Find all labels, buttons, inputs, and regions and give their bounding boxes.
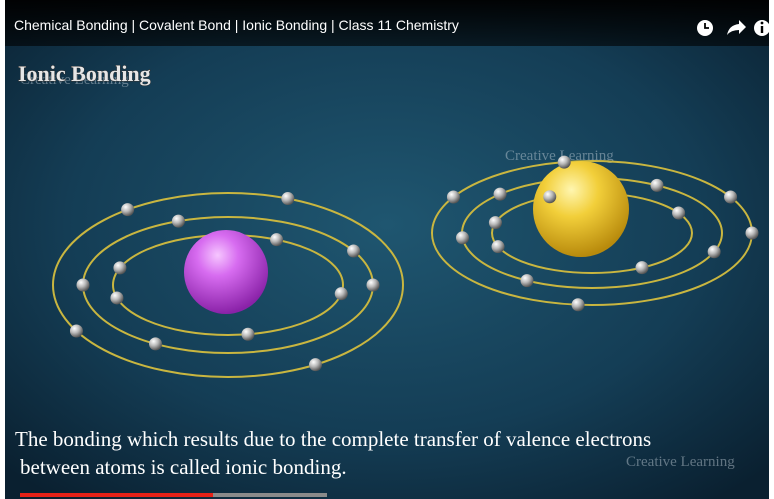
progress-bar[interactable]: [20, 493, 213, 497]
electron: [110, 291, 123, 304]
electron: [521, 274, 534, 287]
electron: [113, 261, 126, 274]
electron: [121, 203, 134, 216]
electron: [77, 279, 90, 292]
electron: [172, 215, 185, 228]
video-frame: Chemical Bonding | Covalent Bond | Ionic…: [0, 0, 774, 499]
electron: [241, 328, 254, 341]
electron: [672, 207, 685, 220]
electron: [447, 191, 460, 204]
electron: [558, 156, 571, 169]
electron: [636, 261, 649, 274]
video-title[interactable]: Chemical Bonding | Covalent Bond | Ionic…: [14, 17, 459, 33]
electron: [708, 245, 721, 258]
electron: [494, 188, 507, 201]
electron: [489, 216, 502, 229]
watermark: Creative Learning: [626, 454, 735, 470]
electron: [651, 179, 664, 192]
electron: [70, 325, 83, 338]
electron: [456, 231, 469, 244]
info-icon[interactable]: [754, 20, 770, 36]
electron: [572, 298, 585, 311]
electron: [335, 287, 348, 300]
electron: [367, 279, 380, 292]
video-player[interactable]: Chemical Bonding | Covalent Bond | Ionic…: [0, 0, 774, 499]
electron: [543, 190, 556, 203]
overlay-title: Ionic Bonding: [18, 61, 151, 86]
nucleus: [533, 161, 629, 257]
electron: [492, 240, 505, 253]
electron: [309, 358, 322, 371]
nucleus: [184, 230, 268, 314]
clock-icon[interactable]: [697, 20, 713, 36]
electron: [281, 192, 294, 205]
electron: [270, 233, 283, 246]
electron: [149, 337, 162, 350]
electron: [746, 227, 759, 240]
caption-line: between atoms is called ionic bonding.: [20, 455, 347, 479]
electron: [724, 191, 737, 204]
electron: [347, 245, 360, 258]
caption-line: The bonding which results due to the com…: [15, 427, 651, 451]
